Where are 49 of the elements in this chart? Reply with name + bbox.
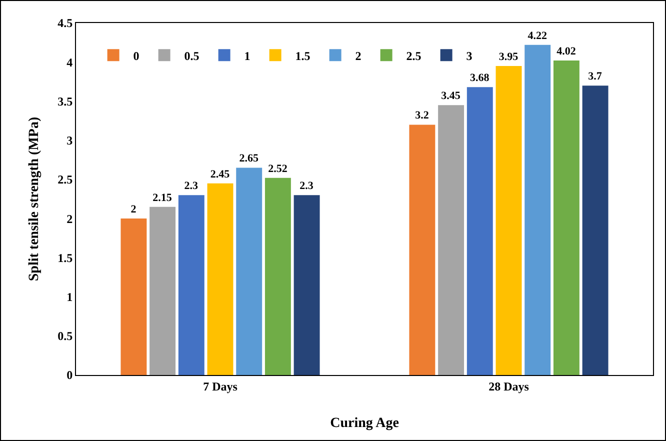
bar <box>409 124 436 375</box>
data-label: 2 <box>130 204 137 216</box>
y-tick-label: 0 <box>66 368 73 382</box>
legend-label: 2 <box>355 48 362 63</box>
x-axis-title: Curing Age <box>330 416 399 431</box>
y-tick-label: 0.5 <box>58 329 73 344</box>
legend-label: 1 <box>244 48 250 63</box>
bar <box>120 218 147 375</box>
data-label: 4.22 <box>528 30 548 42</box>
x-tick-label: 7 Days <box>203 379 238 394</box>
legend-label: 0.5 <box>184 48 200 63</box>
bar <box>150 206 176 375</box>
y-tick-label: 2 <box>66 212 73 226</box>
legend-label: 0 <box>133 48 140 63</box>
y-tick-label: 4 <box>66 55 73 70</box>
bar <box>582 86 608 375</box>
y-tick-label: 2.5 <box>58 172 73 187</box>
bar <box>207 183 234 375</box>
y-tick-label: 4.5 <box>58 16 73 30</box>
data-label: 2.15 <box>152 192 172 204</box>
y-axis-title: Split tensile strength (MPa) <box>27 116 42 282</box>
bar <box>524 44 551 375</box>
y-tick-label: 3 <box>66 134 73 148</box>
data-label: 2.3 <box>184 180 199 192</box>
bar <box>438 105 464 375</box>
bar <box>466 87 493 375</box>
data-label: 3.68 <box>470 72 490 84</box>
data-label: 3.2 <box>415 110 430 122</box>
data-label: 3.95 <box>498 51 519 64</box>
data-label: 2.65 <box>239 152 259 165</box>
x-tick-label: 28 Days <box>488 379 530 394</box>
data-label: 2.45 <box>210 168 230 180</box>
data-label: 4.02 <box>556 46 576 58</box>
data-label: 2.3 <box>300 180 314 192</box>
data-label: 3.7 <box>588 70 602 83</box>
data-label: 3.45 <box>441 90 461 102</box>
y-tick-label: 1 <box>66 290 73 304</box>
bar <box>553 60 580 375</box>
legend-label: 1.5 <box>295 48 310 63</box>
y-tick-label: 3.5 <box>58 94 73 108</box>
legend-label: 2.5 <box>406 48 422 63</box>
bar <box>294 195 320 375</box>
bar <box>236 168 262 375</box>
bar <box>178 195 204 375</box>
y-tick-label: 1.5 <box>58 250 73 265</box>
legend-label: 3 <box>466 48 472 63</box>
bar <box>264 178 291 375</box>
data-label: 2.52 <box>268 162 288 175</box>
bar <box>496 66 522 375</box>
